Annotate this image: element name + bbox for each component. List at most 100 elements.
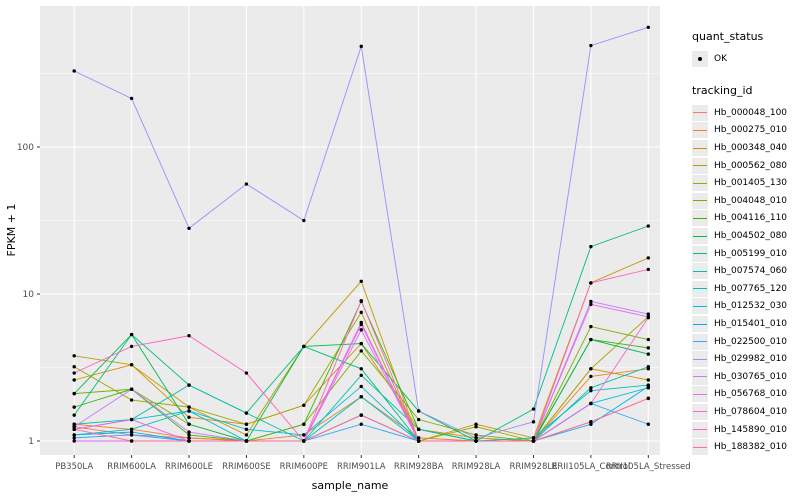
- legend-item-label: Hb_188382_010: [714, 442, 788, 453]
- data-point-Hb_004116_110: [187, 433, 191, 437]
- data-point-Hb_029982_010: [72, 69, 76, 73]
- legend-key-box: [692, 192, 708, 209]
- data-point-Hb_022500_010: [359, 422, 363, 426]
- plot-svg: 1 10 100 PB350LA RRIM600LA RRIM600LE RRIM600SE…: [5, 6, 691, 492]
- legend-item: Hb_004116_110: [692, 210, 798, 227]
- legend-quant-status: quant_status OK: [692, 30, 798, 68]
- data-point-Hb_004116_110: [302, 422, 306, 426]
- plot-area: 1 10 100 PB350LA RRIM600LA RRIM600LE RRIM600SE…: [5, 6, 691, 492]
- legend-item-label: Hb_022500_010: [714, 336, 788, 347]
- legend-item-label: Hb_000275_010: [714, 125, 788, 136]
- series-color-line-icon: [693, 323, 707, 325]
- data-point-Hb_005199_010: [129, 332, 134, 337]
- legend-item: Hb_012532_030: [692, 298, 798, 315]
- data-point-Hb_188382_010: [244, 439, 249, 443]
- legend-key-box: [692, 333, 708, 350]
- data-point-Hb_007765_120: [531, 436, 536, 440]
- series-color-line-icon: [693, 165, 707, 167]
- data-point-Hb_015401_010: [129, 430, 134, 434]
- data-point-Hb_004502_080: [359, 341, 363, 346]
- legend-key-box: [692, 368, 708, 385]
- data-point-Hb_004502_080: [589, 337, 593, 342]
- legend-item-label: Hb_012532_030: [714, 301, 788, 312]
- tracking-id-title: tracking_id: [692, 83, 753, 97]
- series-color-line-icon: [693, 112, 707, 114]
- data-point-Hb_029982_010: [244, 182, 249, 186]
- legend-key-box: [692, 316, 708, 333]
- data-point-Hb_000562_080: [72, 354, 76, 358]
- data-point-Hb_004116_110: [646, 346, 650, 350]
- legend-item: Hb_000348_040: [692, 140, 798, 157]
- data-point-Hb_007765_120: [589, 388, 593, 393]
- x-tick-label: RRIM928LA: [452, 462, 501, 472]
- data-point-Hb_078604_010: [129, 417, 134, 422]
- data-point-Hb_000562_080: [646, 256, 650, 260]
- legend-item: Hb_000275_010: [692, 122, 798, 139]
- series-color-line-icon: [693, 217, 707, 219]
- x-tick-label: RRIM600LA: [107, 462, 156, 472]
- data-point-Hb_001405_130: [129, 398, 134, 402]
- series-color-line-icon: [693, 200, 707, 202]
- data-point-Hb_078604_010: [646, 315, 650, 320]
- legend-item-label: Hb_056768_010: [714, 389, 788, 400]
- quant-status-title: quant_status: [692, 30, 764, 43]
- data-point-Hb_015401_010: [72, 433, 76, 437]
- legend-item: Hb_145890_010: [692, 421, 798, 438]
- data-point-Hb_078604_010: [359, 320, 363, 325]
- data-point-Hb_015401_010: [589, 422, 593, 426]
- data-point-Hb_007574_060: [187, 383, 191, 387]
- legend-key-box: [692, 175, 708, 192]
- data-point-Hb_030765_010: [187, 430, 191, 434]
- data-point-Hb_004502_080: [72, 391, 76, 396]
- legend-item: Hb_004502_080: [692, 228, 798, 245]
- legend-key-box: [692, 157, 708, 174]
- legend: quant_status OK tracking_id Hb_000048_10…: [692, 30, 798, 456]
- series-color-line-icon: [693, 376, 707, 378]
- legend-item: Hb_001405_130: [692, 175, 798, 192]
- data-point-Hb_029982_010: [531, 420, 536, 424]
- data-point-Hb_029982_010: [416, 409, 421, 413]
- data-point-Hb_001405_130: [474, 425, 478, 429]
- x-tick-label: RRIM600SE: [222, 462, 271, 472]
- data-point-Hb_004048_010: [416, 417, 421, 422]
- data-point-Hb_029982_010: [359, 44, 363, 49]
- data-point-Hb_004116_110: [72, 405, 76, 409]
- data-point-Hb_000348_040: [72, 378, 76, 382]
- data-point-Hb_030765_010: [646, 312, 650, 316]
- data-point-Hb_188382_010: [359, 413, 363, 417]
- data-point-Hb_145890_010: [72, 371, 76, 375]
- legend-item-label: Hb_029982_010: [714, 354, 788, 365]
- legend-key-box: [692, 280, 708, 297]
- data-point-Hb_005199_010: [646, 224, 650, 228]
- data-point-Hb_056768_010: [72, 439, 76, 443]
- y-tick-label: 10: [23, 290, 35, 300]
- data-point-Hb_030765_010: [129, 387, 134, 391]
- legend-item-label: Hb_145890_010: [714, 424, 788, 435]
- x-tick-label: RRIM901LA: [337, 462, 386, 472]
- data-point-Hb_004048_010: [359, 349, 363, 353]
- series-color-line-icon: [693, 129, 707, 131]
- data-point-Hb_056768_010: [589, 302, 593, 307]
- legend-key-box: [692, 298, 708, 315]
- data-point-Hb_000562_080: [474, 422, 478, 426]
- data-point-Hb_007574_060: [646, 365, 650, 369]
- data-point-Hb_188382_010: [302, 439, 306, 443]
- series-color-line-icon: [693, 270, 707, 272]
- data-point-Hb_004048_010: [589, 324, 593, 329]
- data-point-Hb_000348_040: [646, 378, 650, 382]
- legend-item-label: Hb_030765_010: [714, 371, 788, 382]
- legend-item: Hb_188382_010: [692, 439, 798, 456]
- legend-item-label: Hb_004048_010: [714, 195, 788, 206]
- data-point-Hb_000275_010: [416, 436, 421, 440]
- data-point-Hb_022500_010: [72, 436, 76, 440]
- legend-item: Hb_007765_120: [692, 280, 798, 298]
- legend-item: Hb_030765_010: [692, 368, 798, 386]
- data-point-Hb_029982_010: [474, 436, 478, 440]
- data-point-Hb_000562_080: [129, 363, 134, 367]
- legend-key-box: [692, 228, 708, 245]
- data-point-Hb_000275_010: [187, 436, 191, 440]
- data-point-Hb_029982_010: [302, 218, 306, 223]
- data-point-Hb_145890_010: [244, 371, 249, 375]
- data-point-Hb_001405_130: [589, 367, 593, 371]
- data-point-Hb_188382_010: [129, 439, 134, 443]
